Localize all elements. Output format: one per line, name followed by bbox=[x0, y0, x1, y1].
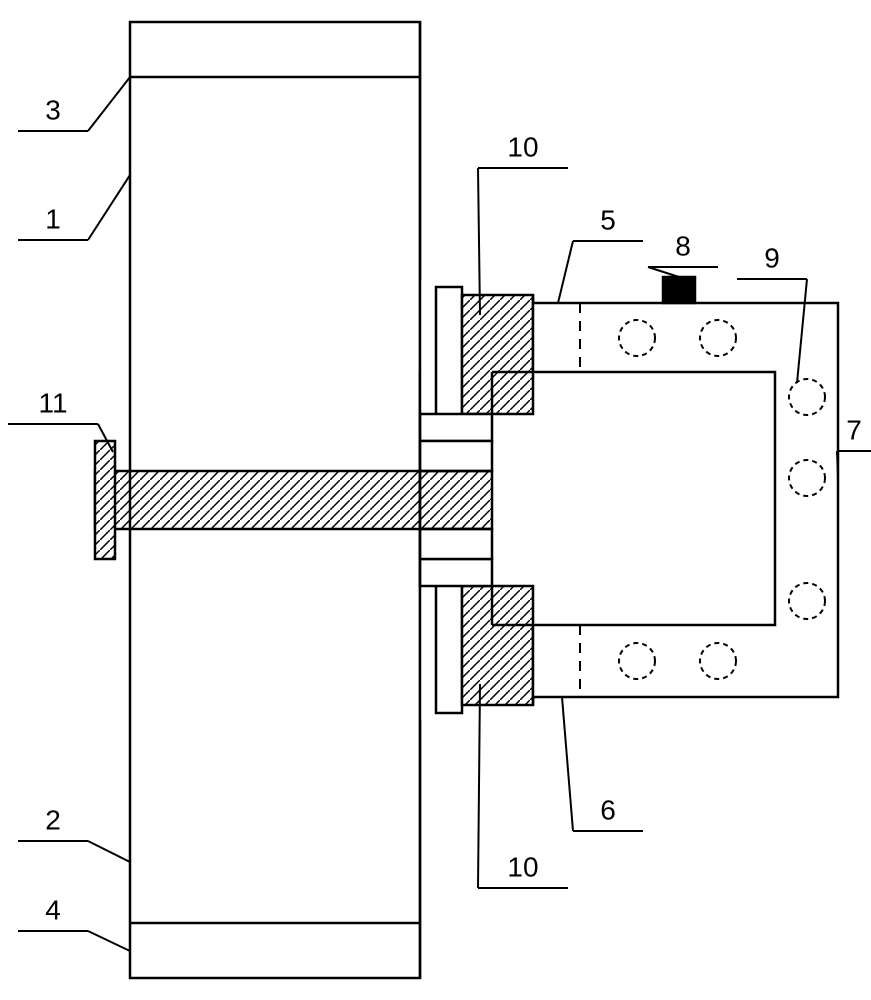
callout-3: 3 bbox=[18, 77, 130, 131]
callout-1: 1 bbox=[18, 175, 130, 240]
callout-label: 2 bbox=[45, 804, 61, 835]
black-tab bbox=[663, 277, 695, 303]
callout-label: 8 bbox=[675, 230, 691, 261]
callout-label: 11 bbox=[38, 387, 67, 418]
callout-4: 4 bbox=[18, 894, 130, 951]
callout-8: 8 bbox=[648, 230, 718, 277]
callout-leader bbox=[88, 77, 130, 131]
callout-leader bbox=[88, 175, 130, 240]
callout-label: 10 bbox=[507, 851, 538, 882]
callout-label: 6 bbox=[600, 794, 616, 825]
bottom-hatch-block bbox=[462, 586, 533, 705]
callout-label: 5 bbox=[600, 204, 616, 235]
callout-label: 9 bbox=[764, 242, 780, 273]
callout-label: 10 bbox=[507, 131, 538, 162]
callout-leader bbox=[88, 931, 130, 951]
flange-left-cap bbox=[95, 441, 115, 559]
callout-leader bbox=[88, 841, 130, 862]
callout-label: 3 bbox=[45, 94, 61, 125]
callout-2: 2 bbox=[18, 804, 130, 862]
callout-leader bbox=[837, 451, 838, 478]
callout-label: 1 bbox=[45, 203, 61, 234]
engineering-diagram: 311124105897610 bbox=[0, 0, 871, 1000]
callout-label: 4 bbox=[45, 894, 61, 925]
top-hatch-block bbox=[462, 295, 533, 414]
callout-label: 7 bbox=[846, 414, 862, 445]
callout-leader bbox=[648, 267, 679, 277]
